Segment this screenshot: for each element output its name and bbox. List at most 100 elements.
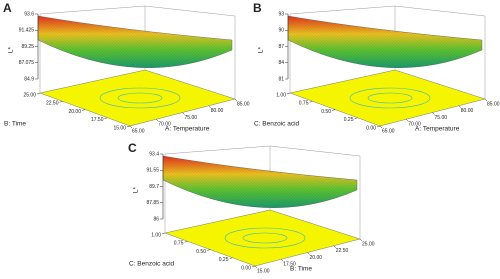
y-tick bbox=[331, 109, 336, 111]
y-tick bbox=[251, 265, 256, 268]
y-tick bbox=[81, 109, 86, 111]
x-tick-label: 70.00 bbox=[158, 122, 171, 128]
z-tick-label: 91.55 bbox=[146, 168, 159, 174]
floor bbox=[164, 209, 361, 267]
x-tick-label: 25.00 bbox=[362, 241, 375, 247]
panel-label: C bbox=[128, 141, 137, 155]
x-tick-label: 20.00 bbox=[310, 255, 323, 261]
y-tick bbox=[309, 101, 313, 103]
x-tick-label: 22.50 bbox=[336, 248, 349, 254]
panel: B 93 90 87 84 81 L* 1.00 0.75 0.50 0.25 0.00 C: Benz… bbox=[253, 1, 500, 134]
contour bbox=[99, 87, 181, 109]
x-tick bbox=[234, 98, 238, 102]
panel-label: A bbox=[3, 1, 12, 15]
x-tick-label: 15.00 bbox=[257, 268, 270, 274]
x-tick-label: 70.00 bbox=[408, 122, 421, 128]
contour bbox=[224, 227, 306, 249]
x-tick bbox=[129, 125, 133, 129]
x-tick bbox=[432, 112, 435, 115]
z-tick-label: 81 bbox=[278, 76, 284, 82]
z-tick-label: 87 bbox=[278, 44, 284, 50]
y-tick-label: 1.00 bbox=[276, 92, 286, 98]
x-tick-label: 80.00 bbox=[211, 108, 224, 114]
y-tick bbox=[229, 257, 233, 259]
y-tick-label: 20.00 bbox=[68, 109, 81, 115]
x-tick-label: 85.00 bbox=[237, 101, 250, 107]
z-tick-label: 89.25 bbox=[21, 44, 34, 50]
x-tick bbox=[156, 119, 159, 122]
x-tick-label: 65.00 bbox=[382, 128, 395, 134]
y-tick bbox=[286, 92, 291, 95]
y-tick bbox=[354, 117, 358, 119]
surface-mesh bbox=[288, 16, 482, 68]
x-tick bbox=[281, 259, 284, 262]
panel: C 93.4 91.55 89.7 87.85 86 L* 1.00 0.75 0.50 0.25 0… bbox=[128, 141, 375, 274]
surface-mesh bbox=[38, 16, 232, 68]
z-tick-label: 87.075 bbox=[19, 60, 35, 66]
x-tick bbox=[307, 252, 310, 255]
z-tick-label: 89.7 bbox=[149, 184, 159, 190]
z-tick-label: 84 bbox=[278, 60, 284, 66]
z-axis-label: L* bbox=[258, 46, 265, 53]
y-axis-label: B: Time bbox=[4, 121, 26, 128]
z-tick-label: 93.4 bbox=[149, 151, 159, 157]
x-tick-label: 75.00 bbox=[185, 115, 198, 121]
x-axis-label: A: Temperature bbox=[415, 126, 460, 133]
x-tick bbox=[484, 98, 488, 102]
panel: A 93.6 91.425 89.25 87.075 84.9 L* 25.00 22.50 20… bbox=[3, 1, 250, 134]
y-axis-label: C: Benzoic acid bbox=[129, 261, 175, 268]
y-tick-label: 0.50 bbox=[196, 249, 206, 255]
x-tick bbox=[406, 119, 409, 122]
y-tick-label: 22.50 bbox=[46, 101, 59, 107]
x-tick-label: 17.50 bbox=[283, 262, 296, 268]
contour bbox=[367, 92, 413, 104]
floor bbox=[289, 69, 486, 127]
y-tick-label: 0.25 bbox=[219, 257, 229, 263]
y-axis-label: C: Benzoic acid bbox=[254, 121, 300, 128]
contour bbox=[242, 232, 288, 244]
x-tick bbox=[458, 105, 461, 108]
x-tick bbox=[333, 245, 336, 248]
y-tick bbox=[126, 125, 131, 128]
x-tick bbox=[379, 125, 383, 129]
contour bbox=[349, 87, 431, 109]
z-tick-label: 93 bbox=[278, 11, 284, 17]
y-tick bbox=[59, 101, 63, 103]
panel-label: B bbox=[253, 1, 262, 15]
z-tick-label: 93.6 bbox=[24, 11, 34, 17]
y-tick bbox=[104, 117, 108, 119]
z-tick-label: 91.425 bbox=[19, 28, 35, 34]
x-axis-label: B: Time bbox=[290, 266, 312, 273]
y-tick bbox=[184, 241, 188, 243]
y-tick-label: 0.50 bbox=[321, 109, 331, 115]
x-tick-label: 85.00 bbox=[487, 101, 500, 107]
x-tick bbox=[359, 238, 363, 242]
x-tick-label: 65.00 bbox=[132, 128, 145, 134]
z-tick-label: 87.85 bbox=[146, 200, 159, 206]
z-tick-label: 84.9 bbox=[24, 76, 34, 82]
x-axis-label: A: Temperature bbox=[165, 126, 210, 133]
z-axis-label: L* bbox=[8, 46, 15, 53]
y-tick-label: 25.00 bbox=[23, 92, 36, 98]
x-tick-label: 75.00 bbox=[435, 115, 448, 121]
y-tick bbox=[376, 125, 381, 128]
z-tick-label: 90 bbox=[278, 28, 284, 34]
y-tick bbox=[206, 249, 211, 251]
y-tick bbox=[36, 92, 41, 95]
y-tick-label: 0.00 bbox=[366, 125, 376, 131]
z-tick-label: 86 bbox=[153, 216, 159, 222]
y-tick-label: 1.00 bbox=[151, 232, 161, 238]
x-tick bbox=[208, 105, 211, 108]
y-tick-label: 17.50 bbox=[91, 117, 104, 123]
y-tick-label: 15.00 bbox=[113, 125, 126, 131]
contour bbox=[117, 92, 163, 104]
x-tick-label: 80.00 bbox=[461, 108, 474, 114]
y-tick-label: 0.75 bbox=[174, 241, 184, 247]
y-tick-label: 0.75 bbox=[299, 101, 309, 107]
surface-mesh bbox=[163, 156, 357, 208]
y-tick bbox=[161, 232, 166, 235]
x-tick bbox=[254, 265, 258, 269]
y-tick-label: 0.00 bbox=[241, 265, 251, 271]
y-tick-label: 0.25 bbox=[344, 117, 354, 123]
